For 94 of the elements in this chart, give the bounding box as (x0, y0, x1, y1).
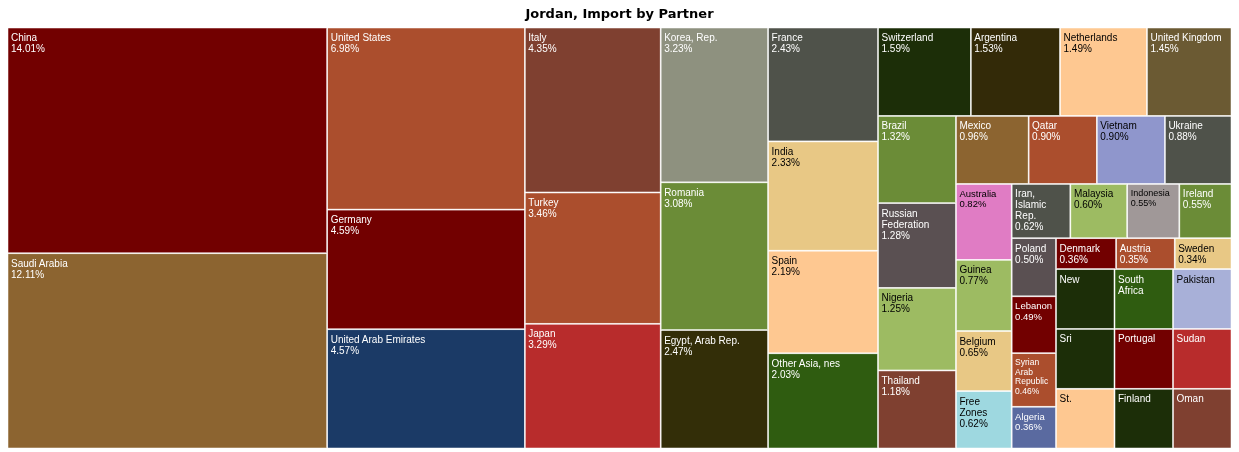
category-label: Germany (330, 214, 372, 226)
category-label: South Africa (1117, 273, 1145, 296)
data-label: 0.55% (1182, 199, 1212, 211)
data-label: 1.32% (881, 131, 910, 143)
data-label: 3.23% (664, 43, 693, 54)
data-label: 0.60% (1073, 199, 1103, 211)
data-label: 3.46% (528, 207, 557, 219)
category-label: Turkey (528, 196, 559, 208)
category-label: Spain (771, 255, 798, 267)
category-label: Argentina (974, 32, 1018, 43)
category-label: Syrian Arab Republic (1015, 357, 1049, 387)
data-label: 1.53% (974, 43, 1003, 54)
category-label: Korea, Rep. (664, 32, 718, 43)
data-label: 2.43% (771, 43, 801, 54)
data-label: 0.36% (1015, 421, 1043, 433)
data-label: 2.19% (771, 266, 801, 278)
data-label: 1.18% (881, 385, 910, 397)
data-label: 4.35% (528, 43, 557, 54)
category-label: Nigeria (881, 292, 914, 304)
category-label: Poland (1015, 242, 1047, 254)
category-label: Japan (528, 328, 556, 340)
category-label: Netherlands (1063, 32, 1118, 43)
category-label: Indonesia (1130, 188, 1170, 199)
data-label: 12.11% (11, 268, 45, 280)
category-label: New (1059, 273, 1081, 285)
category-label: Ireland (1182, 188, 1214, 200)
category-label: Mexico (959, 120, 992, 132)
category-label: Malaysia (1073, 188, 1114, 200)
category-label: Lebanon (1015, 300, 1053, 312)
category-label: Qatar (1032, 120, 1058, 132)
category-label: Finland (1117, 393, 1151, 405)
category-label: Vietnam (1100, 120, 1137, 132)
data-label: 0.50% (1015, 253, 1044, 265)
category-label: United Arab Emirates (330, 333, 426, 345)
category-label: Other Asia, nes (771, 357, 840, 369)
data-label: 3.29% (528, 339, 557, 351)
data-label: 0.62% (959, 417, 988, 429)
category-label: Thailand (881, 374, 920, 386)
data-label: 1.49% (1063, 43, 1092, 54)
category-label: Pakistan (1176, 273, 1215, 285)
data-label: 0.46% (1015, 385, 1040, 396)
data-label: 0.77% (959, 275, 988, 287)
data-label: 4.59% (330, 225, 360, 237)
category-label: United States (330, 32, 391, 43)
data-label: 1.25% (881, 303, 910, 315)
data-label: 2.33% (771, 156, 801, 168)
text: Jordan, Import by Partner (524, 6, 715, 21)
category-label: Denmark (1059, 242, 1102, 254)
category-label: Sudan (1176, 333, 1206, 345)
data-label: 0.35% (1119, 253, 1149, 265)
category-label: Algeria (1015, 410, 1046, 422)
data-label: 3.08% (664, 197, 693, 209)
category-label: Italy (528, 32, 547, 43)
data-label: 0.88% (1168, 131, 1197, 143)
data-label: 0.65% (959, 346, 988, 358)
category-label: Ukraine (1168, 120, 1204, 132)
data-label: 0.62% (1015, 221, 1044, 233)
category-label: Belgium (959, 335, 996, 347)
category-label: Austria (1119, 242, 1152, 254)
category-label: St. (1059, 393, 1072, 405)
category-label: Switzerland (881, 32, 934, 43)
data-label: 0.49% (1015, 310, 1043, 322)
category-label: Sri (1059, 333, 1072, 345)
category-label: Saudi Arabia (11, 257, 69, 269)
category-label: Romania (664, 186, 705, 198)
category-label: Sweden (1178, 242, 1215, 254)
data-label: 0.82% (959, 198, 987, 210)
data-label: 2.47% (664, 345, 693, 357)
data-label: 0.90% (1032, 131, 1061, 143)
category-label: India (771, 145, 794, 157)
category-label: Free Zones (959, 395, 988, 418)
category-label: China (11, 32, 38, 43)
category-label: Egypt, Arab Rep. (664, 334, 740, 346)
data-label: 0.55% (1130, 198, 1157, 209)
category-label: Guinea (959, 264, 993, 276)
category-label: Australia (959, 187, 998, 199)
data-label: 0.34% (1178, 253, 1207, 265)
category-label: United Kingdom (1150, 32, 1222, 43)
data-label: 2.03% (771, 368, 801, 380)
category-label: Portugal (1117, 333, 1156, 345)
data-label: 4.57% (330, 344, 360, 356)
category-label: Brazil (881, 120, 907, 132)
data-label: 14.01% (11, 43, 46, 54)
data-label: 1.59% (881, 43, 910, 54)
category-label: Oman (1176, 393, 1204, 405)
data-label: 1.45% (1150, 43, 1179, 54)
category-label: Iran, Islamic Rep. (1015, 188, 1047, 222)
data-label: 1.28% (881, 229, 910, 241)
data-label: 0.90% (1100, 131, 1129, 143)
data-label: 0.36% (1059, 253, 1088, 265)
category-label: Russian Federation (881, 207, 930, 230)
data-label: 6.98% (330, 43, 360, 54)
data-label: 0.96% (959, 131, 988, 143)
category-label: France (771, 32, 804, 43)
